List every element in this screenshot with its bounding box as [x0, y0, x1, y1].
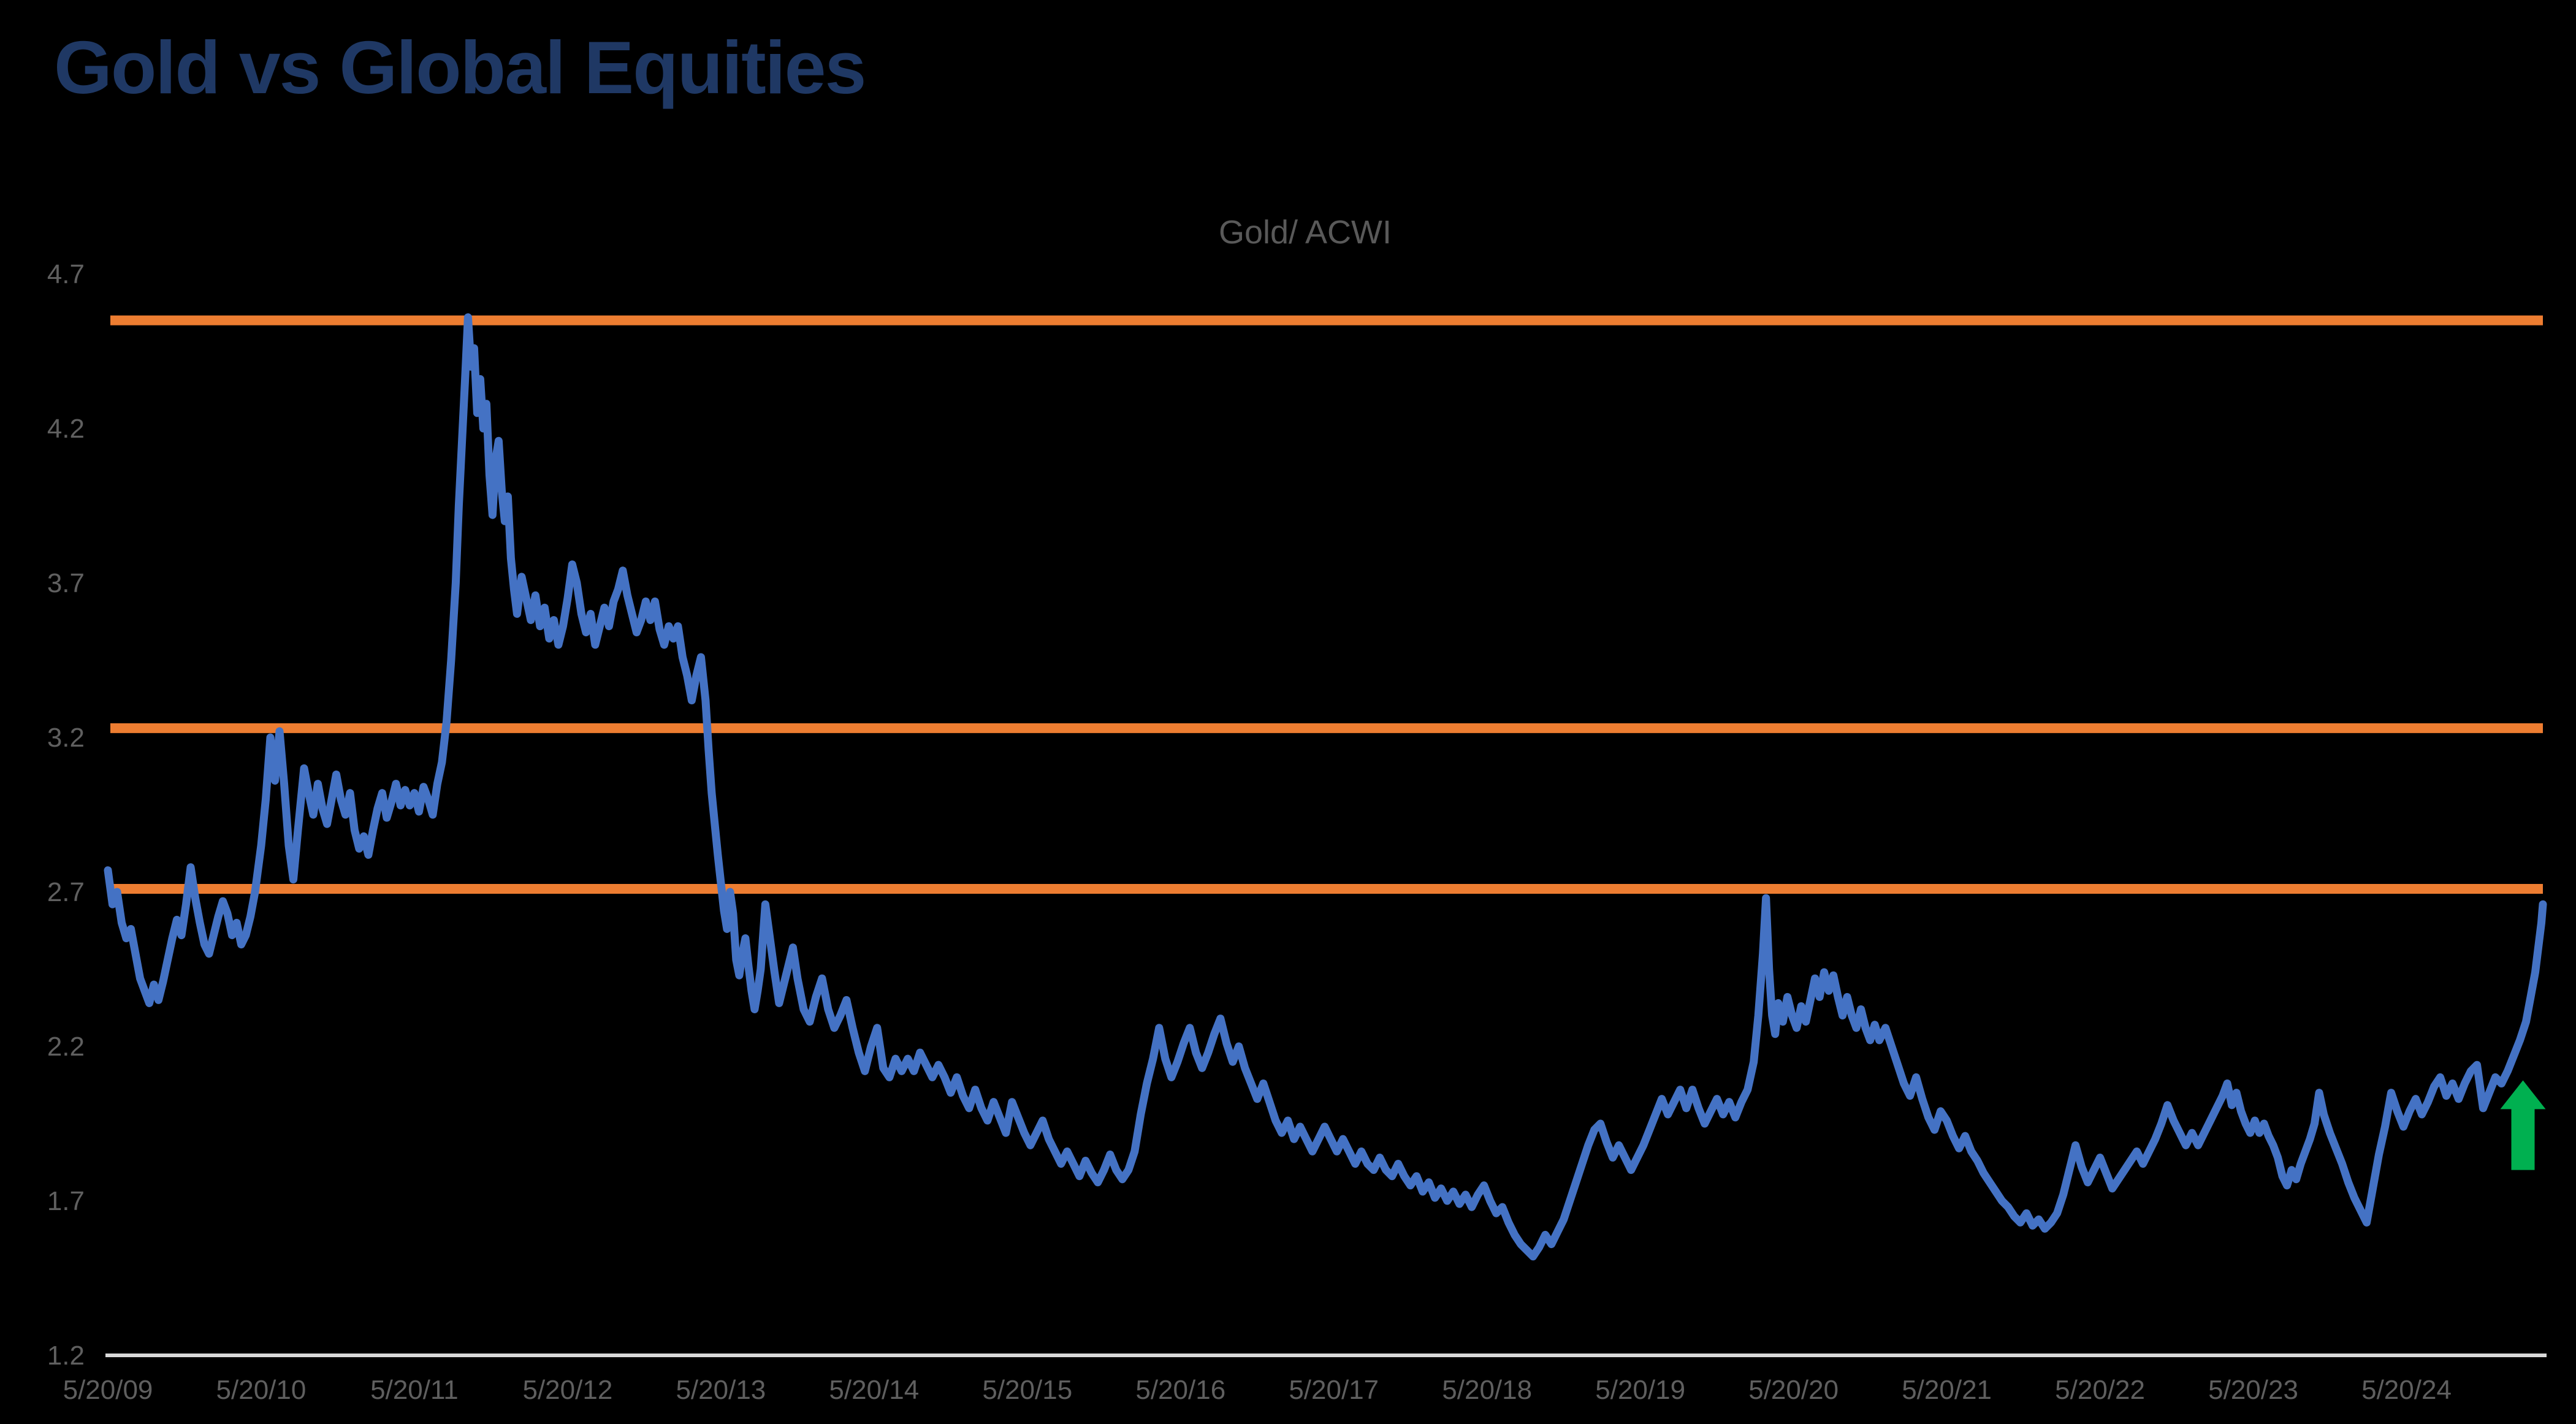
x-tick-label: 5/20/12	[522, 1375, 613, 1405]
y-tick-label: 3.7	[47, 568, 85, 598]
x-tick-label: 5/20/21	[1902, 1375, 1992, 1405]
y-tick-label: 2.2	[47, 1032, 85, 1062]
x-tick-label: 5/20/17	[1289, 1375, 1379, 1405]
y-tick-label: 4.7	[47, 259, 85, 289]
x-tick-label: 5/20/15	[982, 1375, 1073, 1405]
page-title: Gold vs Global Equities	[54, 26, 866, 109]
x-tick-label: 5/20/09	[63, 1375, 153, 1405]
gold-acwi-series	[104, 313, 2547, 1261]
up-arrow-icon	[2500, 1080, 2546, 1170]
x-tick-label: 5/20/14	[829, 1375, 920, 1405]
chart-subtitle: Gold/ ACWI	[1218, 214, 1392, 251]
x-tick-label: 5/20/16	[1135, 1375, 1226, 1405]
y-tick-label: 4.2	[47, 414, 85, 444]
x-tick-label: 5/20/11	[370, 1375, 459, 1405]
y-tick-label: 1.2	[47, 1341, 85, 1371]
x-tick-label: 5/20/23	[2208, 1375, 2298, 1405]
x-tick-label: 5/20/10	[216, 1375, 307, 1405]
y-tick-label: 3.2	[47, 723, 85, 753]
x-tick-label: 5/20/18	[1442, 1375, 1533, 1405]
x-tick-label: 5/20/20	[1748, 1375, 1839, 1405]
x-tick-label: 5/20/22	[2055, 1375, 2145, 1405]
x-tick-label: 5/20/13	[676, 1375, 766, 1405]
y-tick-label: 1.7	[47, 1186, 85, 1216]
x-tick-label: 5/20/19	[1595, 1375, 1686, 1405]
x-tick-label: 5/20/24	[2361, 1375, 2452, 1405]
y-tick-label: 2.7	[47, 877, 85, 907]
